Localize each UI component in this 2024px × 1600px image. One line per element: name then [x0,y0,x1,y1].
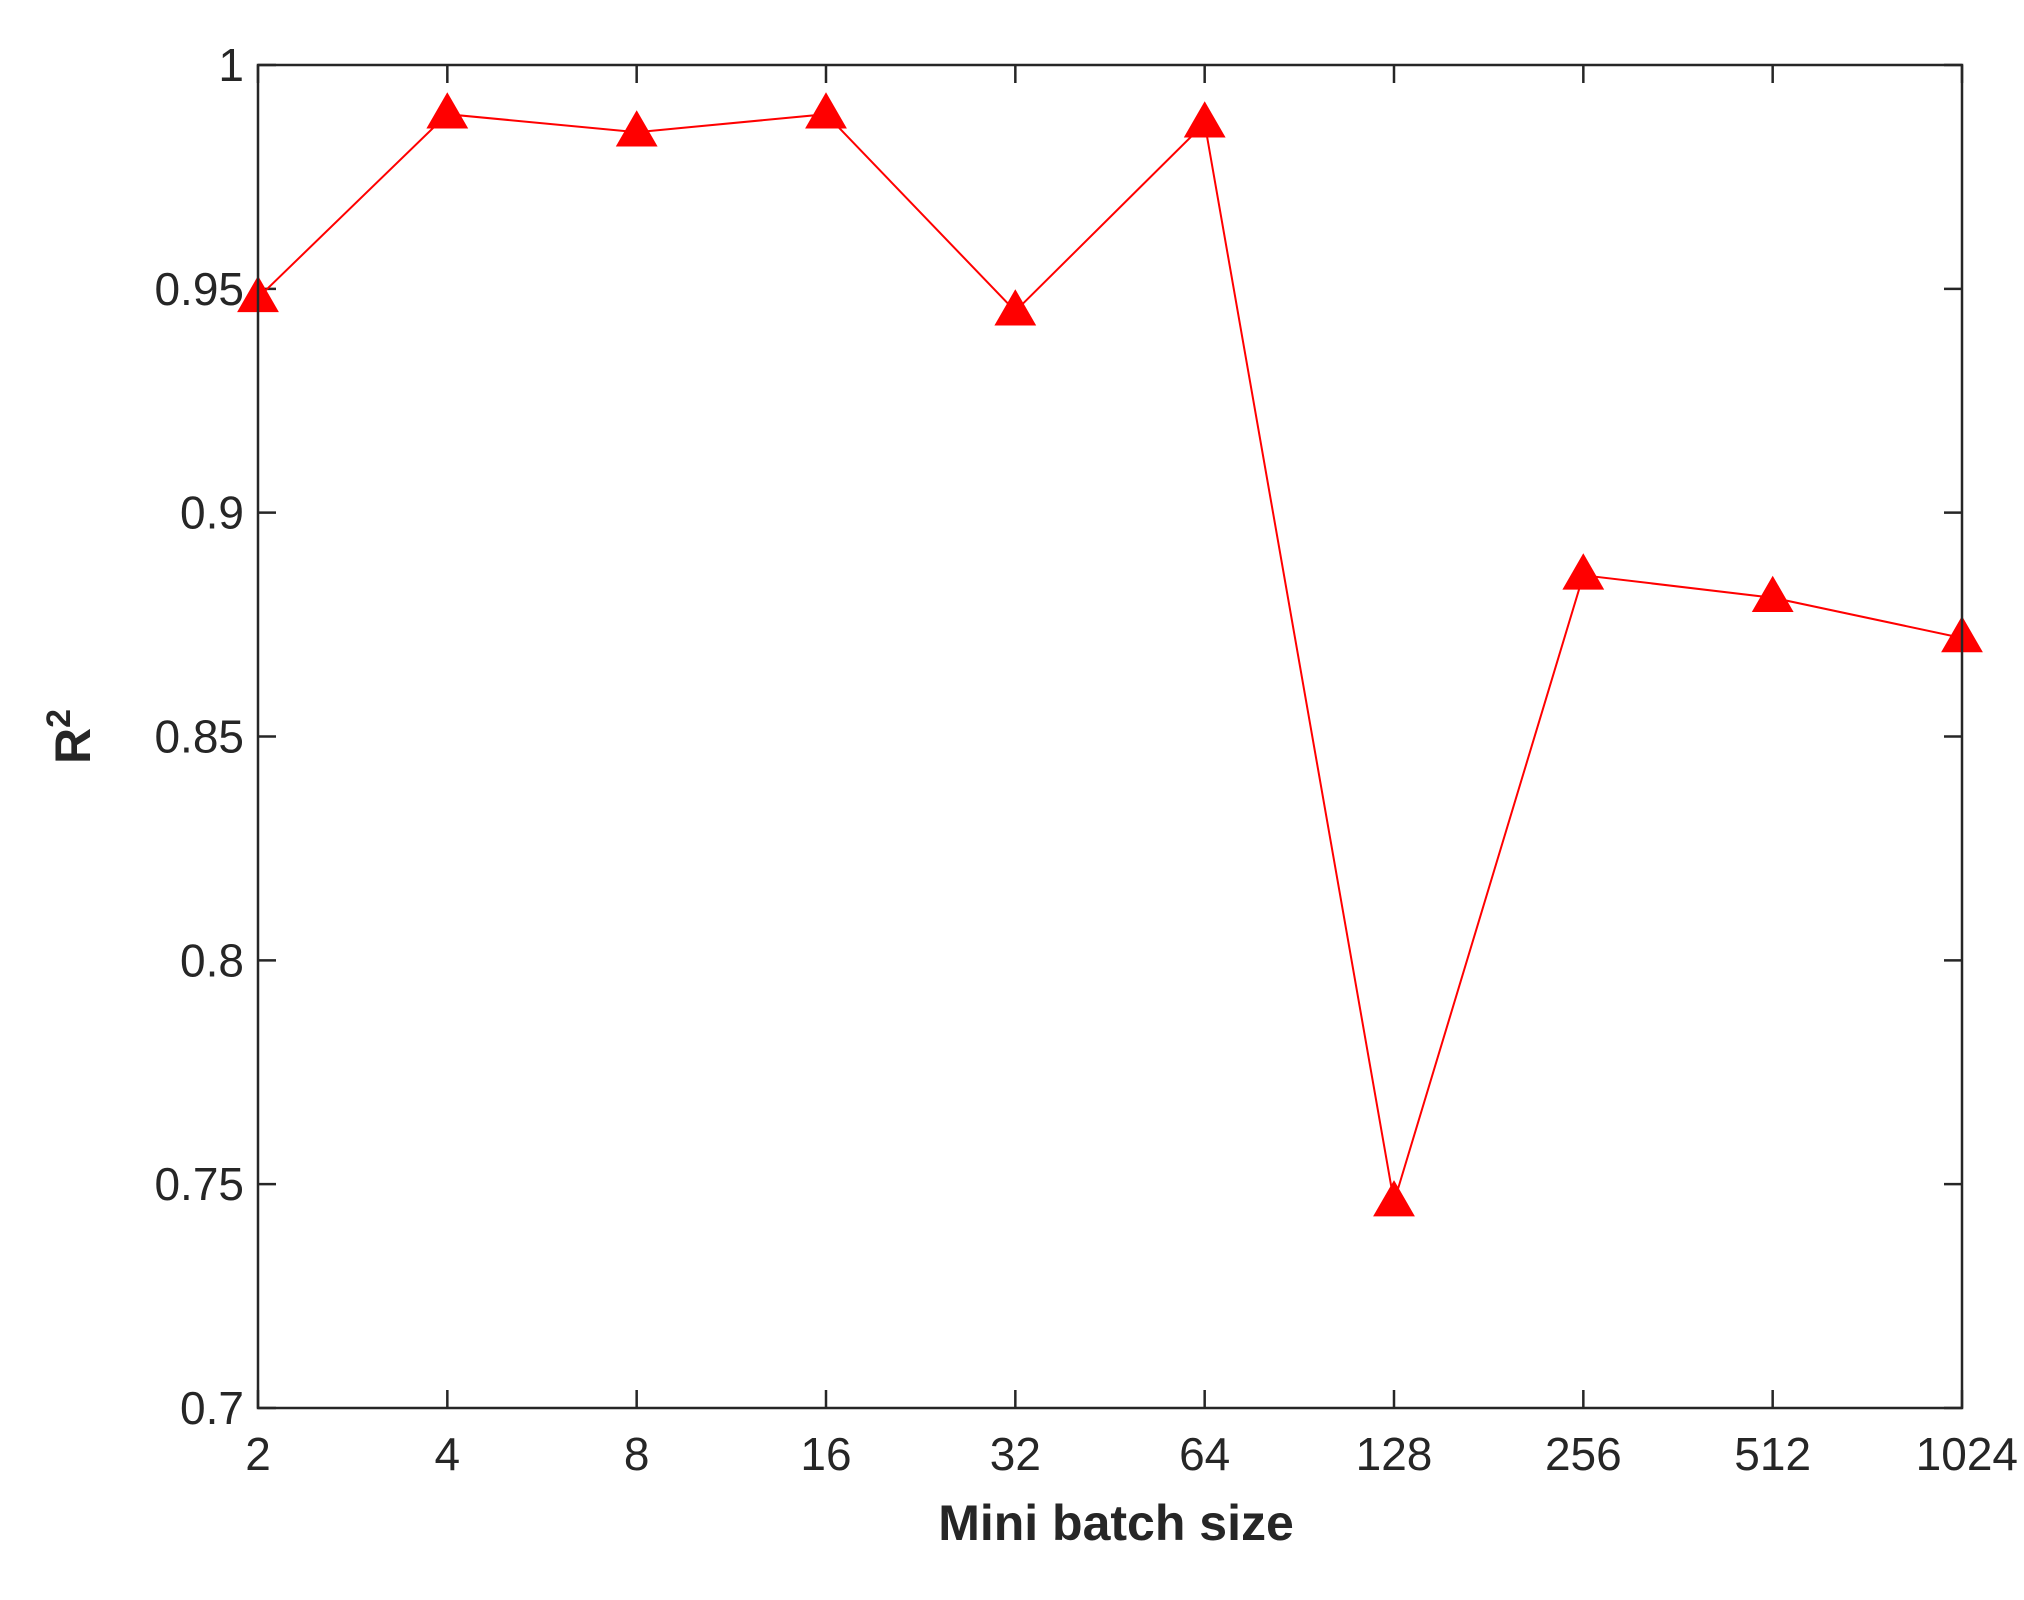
data-point-triangle [426,92,469,129]
x-tick-label: 32 [990,1428,1041,1480]
y-tick-label: 1 [218,39,244,91]
x-axis-title: Mini batch size [938,1495,1294,1551]
y-tick-label: 0.95 [154,263,244,315]
x-tick-label: 512 [1734,1428,1811,1480]
y-axis-ticks: 0.7 0.75 0.8 0.85 0.9 0.95 1 [154,39,1962,1434]
data-point-triangle [1562,553,1605,590]
x-tick-label: 4 [435,1428,461,1480]
plot-frame [256,63,1964,1410]
x-tick-label: 64 [1179,1428,1230,1480]
series-line [257,113,1963,1203]
x-tick-label: 2 [245,1428,271,1480]
data-point-triangle [1751,575,1794,612]
data-point-triangle [994,289,1037,326]
y-tick-label: 0.75 [154,1158,244,1210]
y-axis-title-base: R [45,728,101,764]
x-tick-label: 128 [1356,1428,1433,1480]
x-tick-label: 16 [800,1428,851,1480]
data-point-triangle [615,110,658,147]
data-point-triangle [805,92,847,129]
y-tick-label: 0.8 [180,934,244,986]
y-axis-title-superscript: 2 [40,709,78,728]
x-tick-label: 256 [1545,1428,1622,1480]
data-point-triangle [1183,101,1226,138]
data-point-triangle [1373,1180,1415,1217]
svg-text:R2: R2 [40,709,101,764]
x-axis-ticks: 2 4 8 16 32 64 128 256 512 1024 [245,65,2018,1480]
series-layer [237,92,1983,1217]
y-tick-label: 0.7 [180,1382,244,1434]
y-axis-title: R2 [40,709,101,764]
y-tick-label: 0.9 [180,487,244,539]
x-tick-label: 8 [624,1428,650,1480]
y-tick-label: 0.85 [154,711,244,763]
x-tick-label: 1024 [1916,1428,2018,1480]
